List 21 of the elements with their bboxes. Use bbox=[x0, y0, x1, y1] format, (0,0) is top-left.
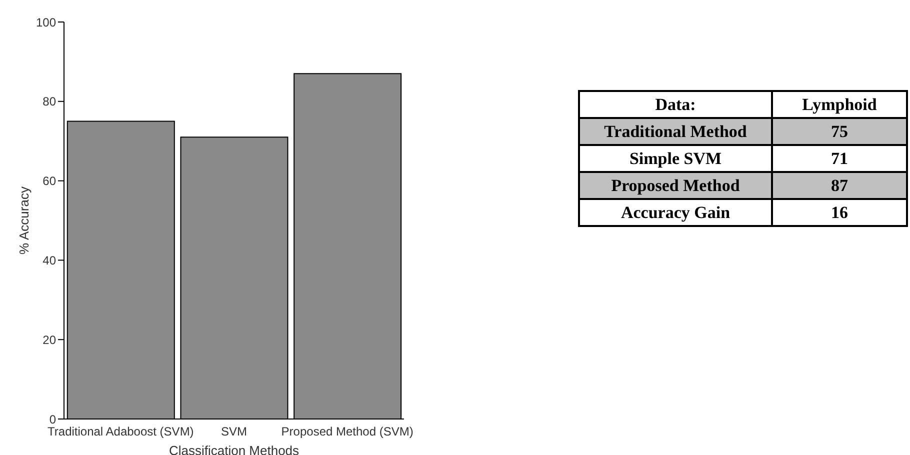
category-label: Traditional Method bbox=[579, 118, 772, 145]
y-tick-label: 80 bbox=[42, 94, 56, 109]
category-label: Proposed Method bbox=[579, 172, 772, 199]
data-label: 75 bbox=[772, 118, 907, 145]
data-label: 87 bbox=[772, 172, 907, 199]
x-axis-title: Classification Methods bbox=[168, 443, 300, 455]
category-label: Simple SVM bbox=[579, 145, 772, 172]
x-tick-label: Proposed Method (SVM) bbox=[281, 424, 414, 439]
text: Data: bbox=[579, 91, 772, 118]
y-axis-title: % Accuracy bbox=[16, 186, 32, 254]
y-tick-label: 60 bbox=[42, 174, 56, 188]
data-label: 16 bbox=[772, 199, 907, 226]
x-tick-label: Traditional Adaboost (SVM) bbox=[48, 424, 194, 439]
y-tick-label: 100 bbox=[36, 15, 56, 30]
y-tick-label: 40 bbox=[42, 253, 56, 268]
data-label: 71 bbox=[772, 145, 907, 172]
y-tick-label: 20 bbox=[42, 332, 56, 347]
text: Lymphoid bbox=[772, 91, 907, 118]
y-tick-label: 0 bbox=[49, 412, 56, 426]
category-label: Accuracy Gain bbox=[579, 199, 772, 226]
x-tick-label: SVM bbox=[220, 424, 248, 439]
